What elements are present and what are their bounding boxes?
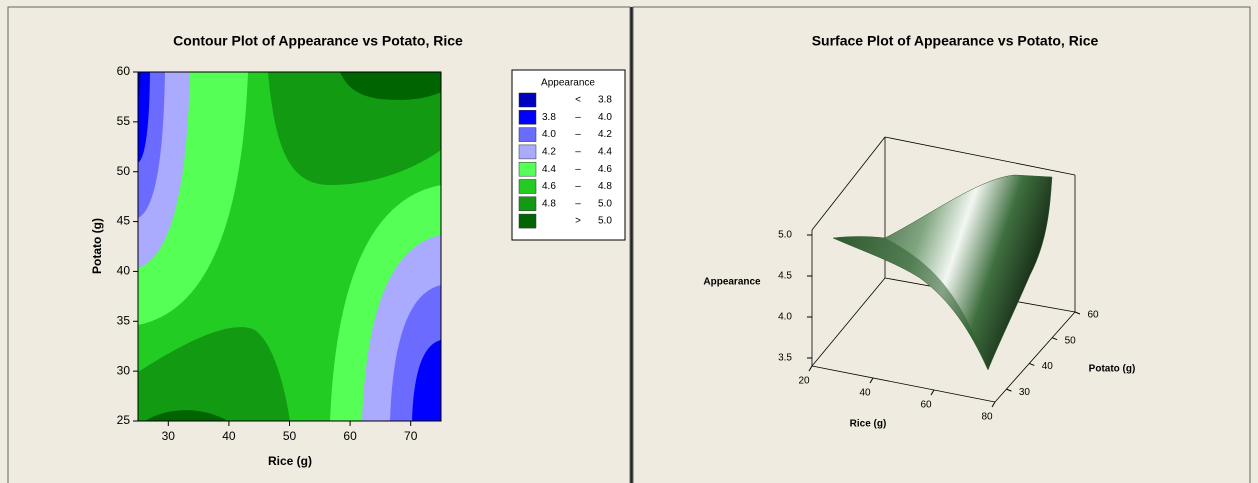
y-tick-label: 30 bbox=[117, 363, 131, 377]
legend-low: 4.4 bbox=[542, 164, 556, 175]
z-tick-label: 3.5 bbox=[778, 353, 792, 364]
y-tick-label: 45 bbox=[117, 214, 131, 228]
y-tick-label: 25 bbox=[117, 413, 131, 427]
legend-sep: – bbox=[575, 198, 581, 209]
legend-high: 4.8 bbox=[598, 181, 612, 192]
legend-low: 4.2 bbox=[542, 147, 556, 158]
y-tick-label: 35 bbox=[117, 313, 131, 327]
contour-regions bbox=[138, 72, 441, 421]
right-panel bbox=[632, 6, 1251, 483]
z-tick-label: 4.5 bbox=[778, 271, 792, 282]
legend-swatch bbox=[518, 213, 537, 229]
y-axis-label: Potato (g) bbox=[90, 218, 104, 274]
contour-region bbox=[412, 340, 441, 421]
y-axis-label: Potato (g) bbox=[1089, 364, 1136, 375]
legend-sep: < bbox=[575, 95, 581, 106]
x-tick-label: 60 bbox=[343, 429, 357, 443]
surface-shade bbox=[833, 236, 988, 370]
contour-region bbox=[138, 327, 290, 421]
contour-region bbox=[145, 410, 228, 421]
z-tick-label: 5.0 bbox=[778, 230, 792, 241]
box-edge bbox=[811, 277, 886, 367]
legend-sep: – bbox=[575, 181, 581, 192]
legend-high: 4.4 bbox=[598, 147, 612, 158]
x-tick-label: 80 bbox=[981, 412, 993, 423]
legend-sep: – bbox=[575, 112, 581, 123]
legend-sep: – bbox=[575, 164, 581, 175]
x-tick bbox=[869, 377, 874, 384]
legend-swatch bbox=[518, 110, 537, 125]
x-tick-label: 40 bbox=[222, 429, 236, 443]
box-edge bbox=[884, 136, 1076, 176]
y-tick-label: 50 bbox=[117, 164, 131, 178]
contour-chart: Contour Plot of Appearance vs Potato, Ri… bbox=[90, 33, 626, 468]
legend-swatch bbox=[518, 161, 537, 177]
box-edge bbox=[994, 311, 1076, 403]
y-tick bbox=[1029, 362, 1035, 366]
box-edge bbox=[811, 136, 886, 231]
legend-low: 3.8 bbox=[542, 112, 556, 123]
x-axis-label: Rice (g) bbox=[268, 454, 312, 468]
x-tick bbox=[991, 401, 996, 408]
legend-swatch bbox=[518, 92, 537, 108]
contour-region bbox=[138, 72, 150, 163]
legend-title: Appearance bbox=[541, 78, 595, 89]
chart-title: Surface Plot of Appearance vs Potato, Ri… bbox=[812, 33, 1099, 49]
legend-swatch bbox=[518, 127, 537, 142]
x-tick-label: 40 bbox=[859, 388, 871, 399]
legend-sep: > bbox=[575, 216, 581, 227]
legend-low: 4.8 bbox=[542, 198, 556, 209]
surface-chart: Surface Plot of Appearance vs Potato, Ri… bbox=[703, 33, 1135, 430]
y-tick-label: 50 bbox=[1065, 335, 1077, 346]
chart-title: Contour Plot of Appearance vs Potato, Ri… bbox=[173, 33, 463, 49]
x-tick-label: 20 bbox=[798, 376, 810, 387]
contour-region bbox=[138, 72, 141, 100]
surface bbox=[832, 174, 1053, 371]
x-tick-label: 70 bbox=[404, 429, 418, 443]
legend-high: 5.0 bbox=[598, 216, 612, 227]
x-axis-label: Rice (g) bbox=[850, 419, 887, 430]
legend-high: 4.0 bbox=[598, 112, 612, 123]
y-tick-label: 40 bbox=[117, 264, 131, 278]
x-tick-label: 50 bbox=[283, 429, 297, 443]
y-tick-label: 40 bbox=[1042, 361, 1054, 372]
x-tick-label: 60 bbox=[920, 400, 932, 411]
y-tick-label: 55 bbox=[117, 114, 131, 128]
y-tick bbox=[1051, 337, 1058, 341]
y-tick-label: 60 bbox=[1087, 310, 1099, 321]
legend-high: 4.2 bbox=[598, 129, 612, 140]
y-tick bbox=[1006, 388, 1012, 392]
legend-swatch bbox=[518, 179, 537, 194]
legend-sep: – bbox=[575, 147, 581, 158]
legend-low: 4.6 bbox=[542, 181, 556, 192]
x-tick bbox=[808, 365, 813, 372]
z-tick-label: 4.0 bbox=[778, 312, 792, 323]
z-axis-label: Appearance bbox=[703, 277, 761, 288]
x-tick-label: 30 bbox=[162, 429, 176, 443]
contour-region bbox=[268, 72, 441, 185]
y-tick bbox=[1074, 311, 1081, 315]
y-tick-label: 30 bbox=[1019, 387, 1031, 398]
x-tick bbox=[930, 389, 935, 396]
contour-region bbox=[340, 72, 441, 100]
legend-swatch bbox=[518, 144, 537, 160]
y-tick-label: 60 bbox=[117, 64, 131, 78]
legend-swatch bbox=[518, 196, 537, 212]
legend-high: 4.6 bbox=[598, 164, 612, 175]
legend-high: 3.8 bbox=[598, 95, 612, 106]
legend-high: 5.0 bbox=[598, 198, 612, 209]
left-panel bbox=[7, 6, 631, 483]
box-edge bbox=[811, 365, 996, 403]
legend-low: 4.0 bbox=[542, 129, 556, 140]
legend-sep: – bbox=[575, 129, 581, 140]
